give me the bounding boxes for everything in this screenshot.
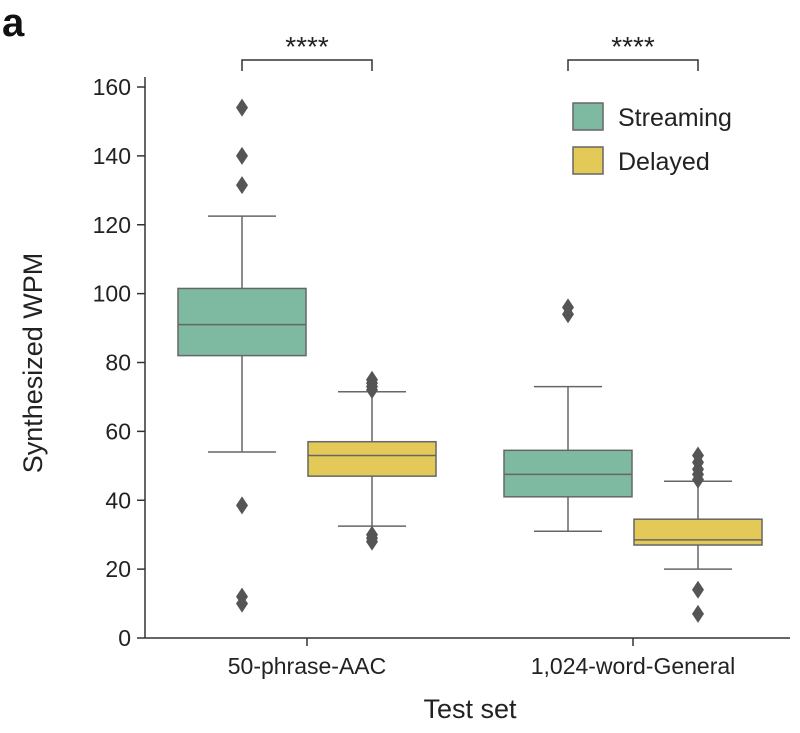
y-tick-label: 20 [105, 556, 131, 582]
box-delayed [307, 370, 437, 551]
outlier-point [236, 496, 248, 515]
outlier-point [692, 580, 704, 599]
y-tick-label: 120 [93, 212, 131, 238]
axes: 0 20 40 60 80 100 120 140 160 50-phrase-AAC 1,024-… [93, 74, 790, 679]
y-tick-label: 80 [105, 350, 131, 376]
box-streaming [177, 98, 307, 613]
y-axis-title: Synthesized WPM [18, 253, 48, 474]
box-streaming [503, 298, 633, 532]
y-tick-label: 40 [105, 487, 131, 513]
box-iqr [177, 287, 307, 357]
outlier-point [236, 98, 248, 117]
bracket-line [241, 59, 373, 71]
y-tick-label: 160 [93, 74, 131, 100]
box-delayed [633, 446, 763, 623]
significance-label: **** [611, 31, 655, 62]
panel-label: a [2, 1, 25, 45]
outlier-point [236, 176, 248, 195]
legend-label: Delayed [618, 148, 710, 176]
outlier-point [562, 305, 574, 324]
box-iqr [307, 440, 437, 477]
x-tick-label: 1,024-word-General [531, 653, 736, 679]
plot-area [177, 98, 763, 623]
outlier-point [692, 470, 704, 489]
legend-label: Streaming [618, 104, 732, 132]
legend-swatch [572, 102, 604, 131]
outlier-point [236, 594, 248, 613]
outlier-point [692, 604, 704, 623]
x-axis-title: Test set [423, 694, 517, 724]
significance-label: **** [285, 31, 329, 62]
box-iqr [633, 518, 763, 546]
y-tick-label: 100 [93, 281, 131, 307]
significance-bracket: **** [567, 31, 699, 71]
bracket-line [567, 59, 699, 71]
y-tick-label: 0 [118, 625, 131, 651]
significance-bracket: **** [241, 31, 373, 71]
y-tick-label: 140 [93, 143, 131, 169]
box-iqr [503, 449, 633, 498]
significance-brackets: **** **** [241, 31, 699, 71]
outlier-point [366, 532, 378, 551]
legend: Streaming Delayed [572, 102, 732, 176]
legend-swatch [572, 146, 604, 175]
outlier-point [366, 381, 378, 400]
outlier-point [236, 146, 248, 165]
y-tick-label: 60 [105, 418, 131, 444]
x-tick-label: 50-phrase-AAC [228, 653, 387, 679]
